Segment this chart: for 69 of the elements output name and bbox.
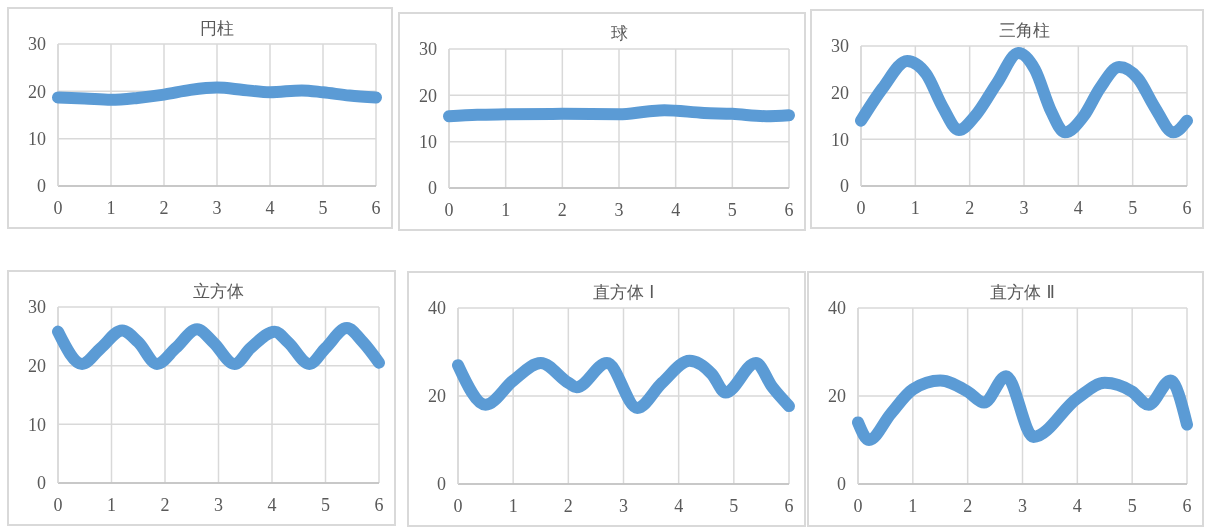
y-tick-label: 20: [828, 386, 846, 407]
x-tick-label: 0: [53, 495, 63, 515]
x-tick-label: 0: [856, 198, 866, 218]
y-tick-label: 20: [831, 82, 849, 103]
x-tick-label: 6: [1182, 198, 1192, 218]
y-tick-label: 0: [437, 474, 446, 495]
x-tick-label: 1: [910, 198, 920, 218]
x-tick-label: 2: [963, 496, 973, 516]
x-tick-label: 2: [160, 495, 170, 515]
x-tick-label: 4: [1072, 496, 1082, 516]
x-tick-label: 0: [453, 496, 463, 516]
x-tick-label: 2: [563, 496, 573, 516]
x-tick-label: 3: [212, 198, 222, 218]
x-tick-label: 6: [784, 200, 794, 220]
x-tick-label: 1: [908, 496, 918, 516]
x-tick-label: 2: [159, 198, 169, 218]
y-tick-label: 20: [419, 85, 437, 106]
y-tick-label: 40: [428, 298, 446, 319]
x-tick-label: 1: [106, 198, 116, 218]
y-tick-label: 20: [28, 355, 46, 376]
x-tick-label: 6: [374, 495, 384, 515]
y-tick-label: 0: [37, 176, 46, 197]
x-tick-label: 5: [729, 496, 739, 516]
y-tick-label: 10: [419, 131, 437, 152]
x-tick-label: 2: [965, 198, 975, 218]
y-tick-label: 0: [428, 178, 437, 199]
x-tick-label: 0: [853, 496, 863, 516]
y-tick-label: 30: [831, 36, 849, 57]
chart-title: 球: [610, 23, 628, 43]
x-tick-label: 6: [784, 496, 794, 516]
y-tick-label: 30: [28, 297, 46, 318]
y-tick-label: 20: [28, 81, 46, 102]
chart-title: 三角柱: [998, 20, 1050, 40]
chart-title: 立方体: [193, 281, 244, 301]
chart-title: 直方体 Ⅱ: [990, 282, 1055, 302]
x-tick-label: 1: [107, 495, 116, 515]
x-tick-label: 1: [508, 496, 518, 516]
x-tick-label: 4: [671, 200, 681, 220]
y-tick-label: 0: [840, 176, 849, 197]
y-tick-label: 20: [428, 386, 446, 407]
y-tick-label: 0: [37, 473, 46, 494]
x-tick-label: 4: [1073, 198, 1083, 218]
y-tick-label: 40: [828, 298, 846, 319]
y-tick-label: 10: [28, 414, 46, 435]
x-tick-label: 6: [1182, 496, 1192, 516]
x-tick-label: 5: [1128, 198, 1138, 218]
x-tick-label: 5: [318, 198, 328, 218]
x-tick-label: 3: [1018, 496, 1027, 516]
y-tick-label: 10: [28, 128, 46, 149]
y-tick-label: 30: [419, 39, 437, 60]
x-tick-label: 5: [321, 495, 330, 515]
x-tick-label: 3: [214, 495, 223, 515]
x-tick-label: 4: [267, 495, 277, 515]
x-tick-label: 3: [614, 200, 624, 220]
y-tick-label: 0: [837, 474, 846, 495]
x-tick-label: 4: [674, 496, 684, 516]
x-tick-label: 3: [619, 496, 628, 516]
chart-title: 円柱: [200, 18, 234, 38]
x-tick-label: 4: [265, 198, 275, 218]
chart-title: 直方体 Ⅰ: [592, 282, 655, 302]
x-tick-label: 2: [557, 200, 567, 220]
x-tick-label: 6: [371, 198, 381, 218]
x-tick-label: 5: [1127, 496, 1137, 516]
x-tick-label: 5: [727, 200, 737, 220]
x-tick-label: 0: [53, 198, 63, 218]
y-tick-label: 30: [28, 34, 46, 55]
y-tick-label: 10: [831, 129, 849, 150]
x-tick-label: 3: [1019, 198, 1029, 218]
x-tick-label: 1: [501, 200, 511, 220]
